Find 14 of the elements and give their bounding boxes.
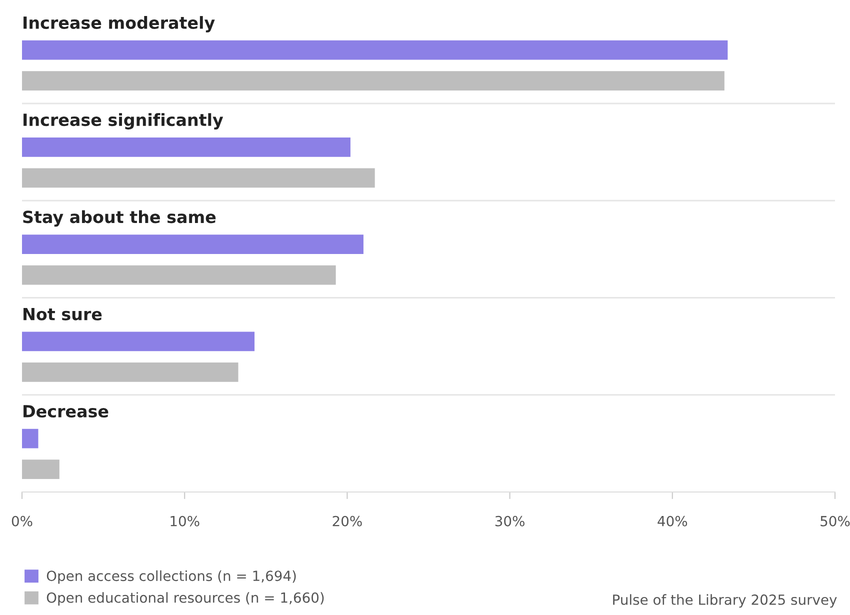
x-tick-label: 10% <box>170 516 200 526</box>
x-tick-label: 20% <box>332 516 362 526</box>
y-tick-label: Decrease <box>24 405 108 418</box>
x-tick-label: 50% <box>820 516 850 526</box>
text: Pulse of the Library 2025 survey <box>613 594 837 608</box>
legend-label: Open educational resources (n = 1,660) <box>46 592 324 606</box>
y-tick-label: Increase moderately <box>24 16 215 32</box>
y-tick-label: Stay about the same <box>23 210 216 227</box>
x-tick-label: 30% <box>495 516 524 526</box>
y-tick-label: Increase significantly <box>24 113 224 130</box>
x-tick-label: 0% <box>12 516 32 526</box>
y-tick-label: Not sure <box>24 308 102 320</box>
legend-label: Open access collections (n = 1,694) <box>46 570 296 584</box>
x-tick-label: 40% <box>658 516 688 526</box>
